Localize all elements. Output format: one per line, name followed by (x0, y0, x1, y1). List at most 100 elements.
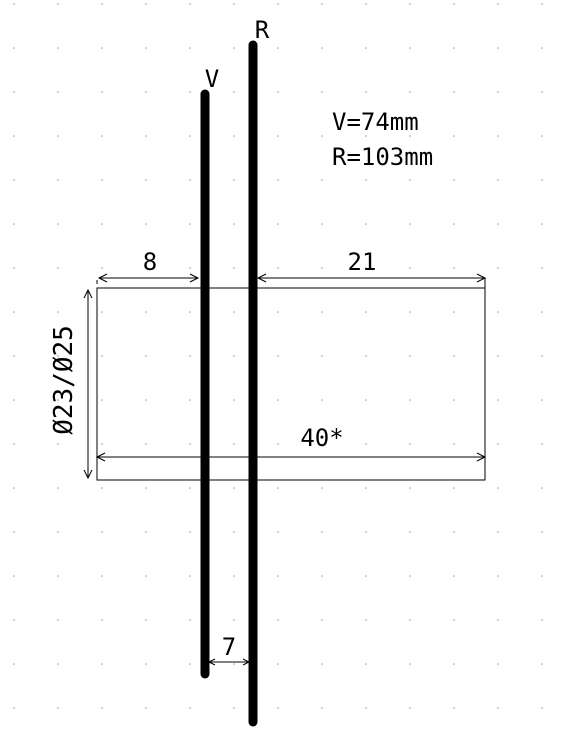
grid-dot (145, 399, 147, 401)
grid-dot (13, 399, 15, 401)
grid-dot (321, 355, 323, 357)
grid-dot (233, 47, 235, 49)
grid-dot (101, 443, 103, 445)
grid-dot (145, 223, 147, 225)
grid-dot (409, 223, 411, 225)
grid-dot (145, 91, 147, 93)
grid-dot (189, 311, 191, 313)
grid-dot (365, 487, 367, 489)
grid-dot (541, 355, 543, 357)
grid-dot (233, 223, 235, 225)
grid-dot (13, 91, 15, 93)
grid-dot (453, 3, 455, 5)
grid-dot (233, 3, 235, 5)
grid-dot (321, 3, 323, 5)
rod-r-label: R (255, 16, 270, 44)
grid-dot (189, 663, 191, 665)
grid-dot (453, 663, 455, 665)
grid-dot (497, 707, 499, 709)
grid-dot (541, 311, 543, 313)
grid-dot (145, 575, 147, 577)
grid-dot (277, 223, 279, 225)
grid-dot (13, 619, 15, 621)
grid-dot (365, 619, 367, 621)
grid-dot (13, 531, 15, 533)
grid-dot (277, 531, 279, 533)
grid-dot (497, 3, 499, 5)
grid-dot (365, 663, 367, 665)
grid-dot (409, 399, 411, 401)
grid-dot (497, 443, 499, 445)
grid-dot (453, 135, 455, 137)
grid-dot (13, 443, 15, 445)
grid-dot (145, 443, 147, 445)
grid-dot (57, 531, 59, 533)
grid-dot (277, 311, 279, 313)
grid-dot (453, 443, 455, 445)
dimension-right-offset: 21 (256, 248, 487, 288)
grid-dot (189, 3, 191, 5)
grid-dot (365, 399, 367, 401)
grid-dot (321, 311, 323, 313)
grid-dot (57, 663, 59, 665)
grid-dot (13, 707, 15, 709)
grid-dot (497, 47, 499, 49)
grid-dot (57, 311, 59, 313)
dimension-left-offset: 8 (96, 248, 200, 284)
grid-dot (13, 575, 15, 577)
grid-dot (541, 91, 543, 93)
grid-dot (409, 575, 411, 577)
dimension-rod-spacing: 7 (207, 633, 251, 666)
grid-dot (453, 91, 455, 93)
grid-dot (101, 707, 103, 709)
grid-dot (189, 399, 191, 401)
grid-dot (277, 443, 279, 445)
grid-dot (189, 619, 191, 621)
grid-dot (101, 47, 103, 49)
grid-dot (189, 223, 191, 225)
grid-dot (321, 267, 323, 269)
grid-dot (145, 487, 147, 489)
grid-dot (497, 267, 499, 269)
grid-dot (365, 223, 367, 225)
grid-dot (453, 267, 455, 269)
grid-dot (13, 267, 15, 269)
grid-dot (409, 531, 411, 533)
grid-dot (233, 443, 235, 445)
grid-dot (541, 575, 543, 577)
grid-dot (365, 443, 367, 445)
grid-dot (233, 91, 235, 93)
grid-dot (541, 223, 543, 225)
grid-dot (13, 179, 15, 181)
grid-dot (541, 47, 543, 49)
grid-dot (365, 575, 367, 577)
grid-dot (321, 575, 323, 577)
grid-dot (145, 135, 147, 137)
grid-dot (277, 619, 279, 621)
grid-dot (409, 135, 411, 137)
grid-dot (145, 267, 147, 269)
grid-dot (321, 399, 323, 401)
dimension-right-offset-label: 21 (348, 248, 377, 276)
grid-dot (541, 663, 543, 665)
grid-dot (277, 663, 279, 665)
grid-dot (233, 355, 235, 357)
grid-dot (409, 3, 411, 5)
grid-dot (321, 179, 323, 181)
grid-dot (541, 487, 543, 489)
grid-dot (541, 267, 543, 269)
grid-dot (541, 443, 543, 445)
grid-dot (321, 619, 323, 621)
grid-dot (321, 707, 323, 709)
grid-dot (497, 311, 499, 313)
grid-dot (57, 91, 59, 93)
grid-dot (189, 267, 191, 269)
dimension-rod-spacing-label: 7 (222, 633, 236, 661)
grid-dot (145, 531, 147, 533)
grid-dot (453, 179, 455, 181)
grid-dot (57, 223, 59, 225)
grid-dot (57, 487, 59, 489)
grid-dot (101, 3, 103, 5)
grid-dot (497, 91, 499, 93)
grid-dot (409, 179, 411, 181)
